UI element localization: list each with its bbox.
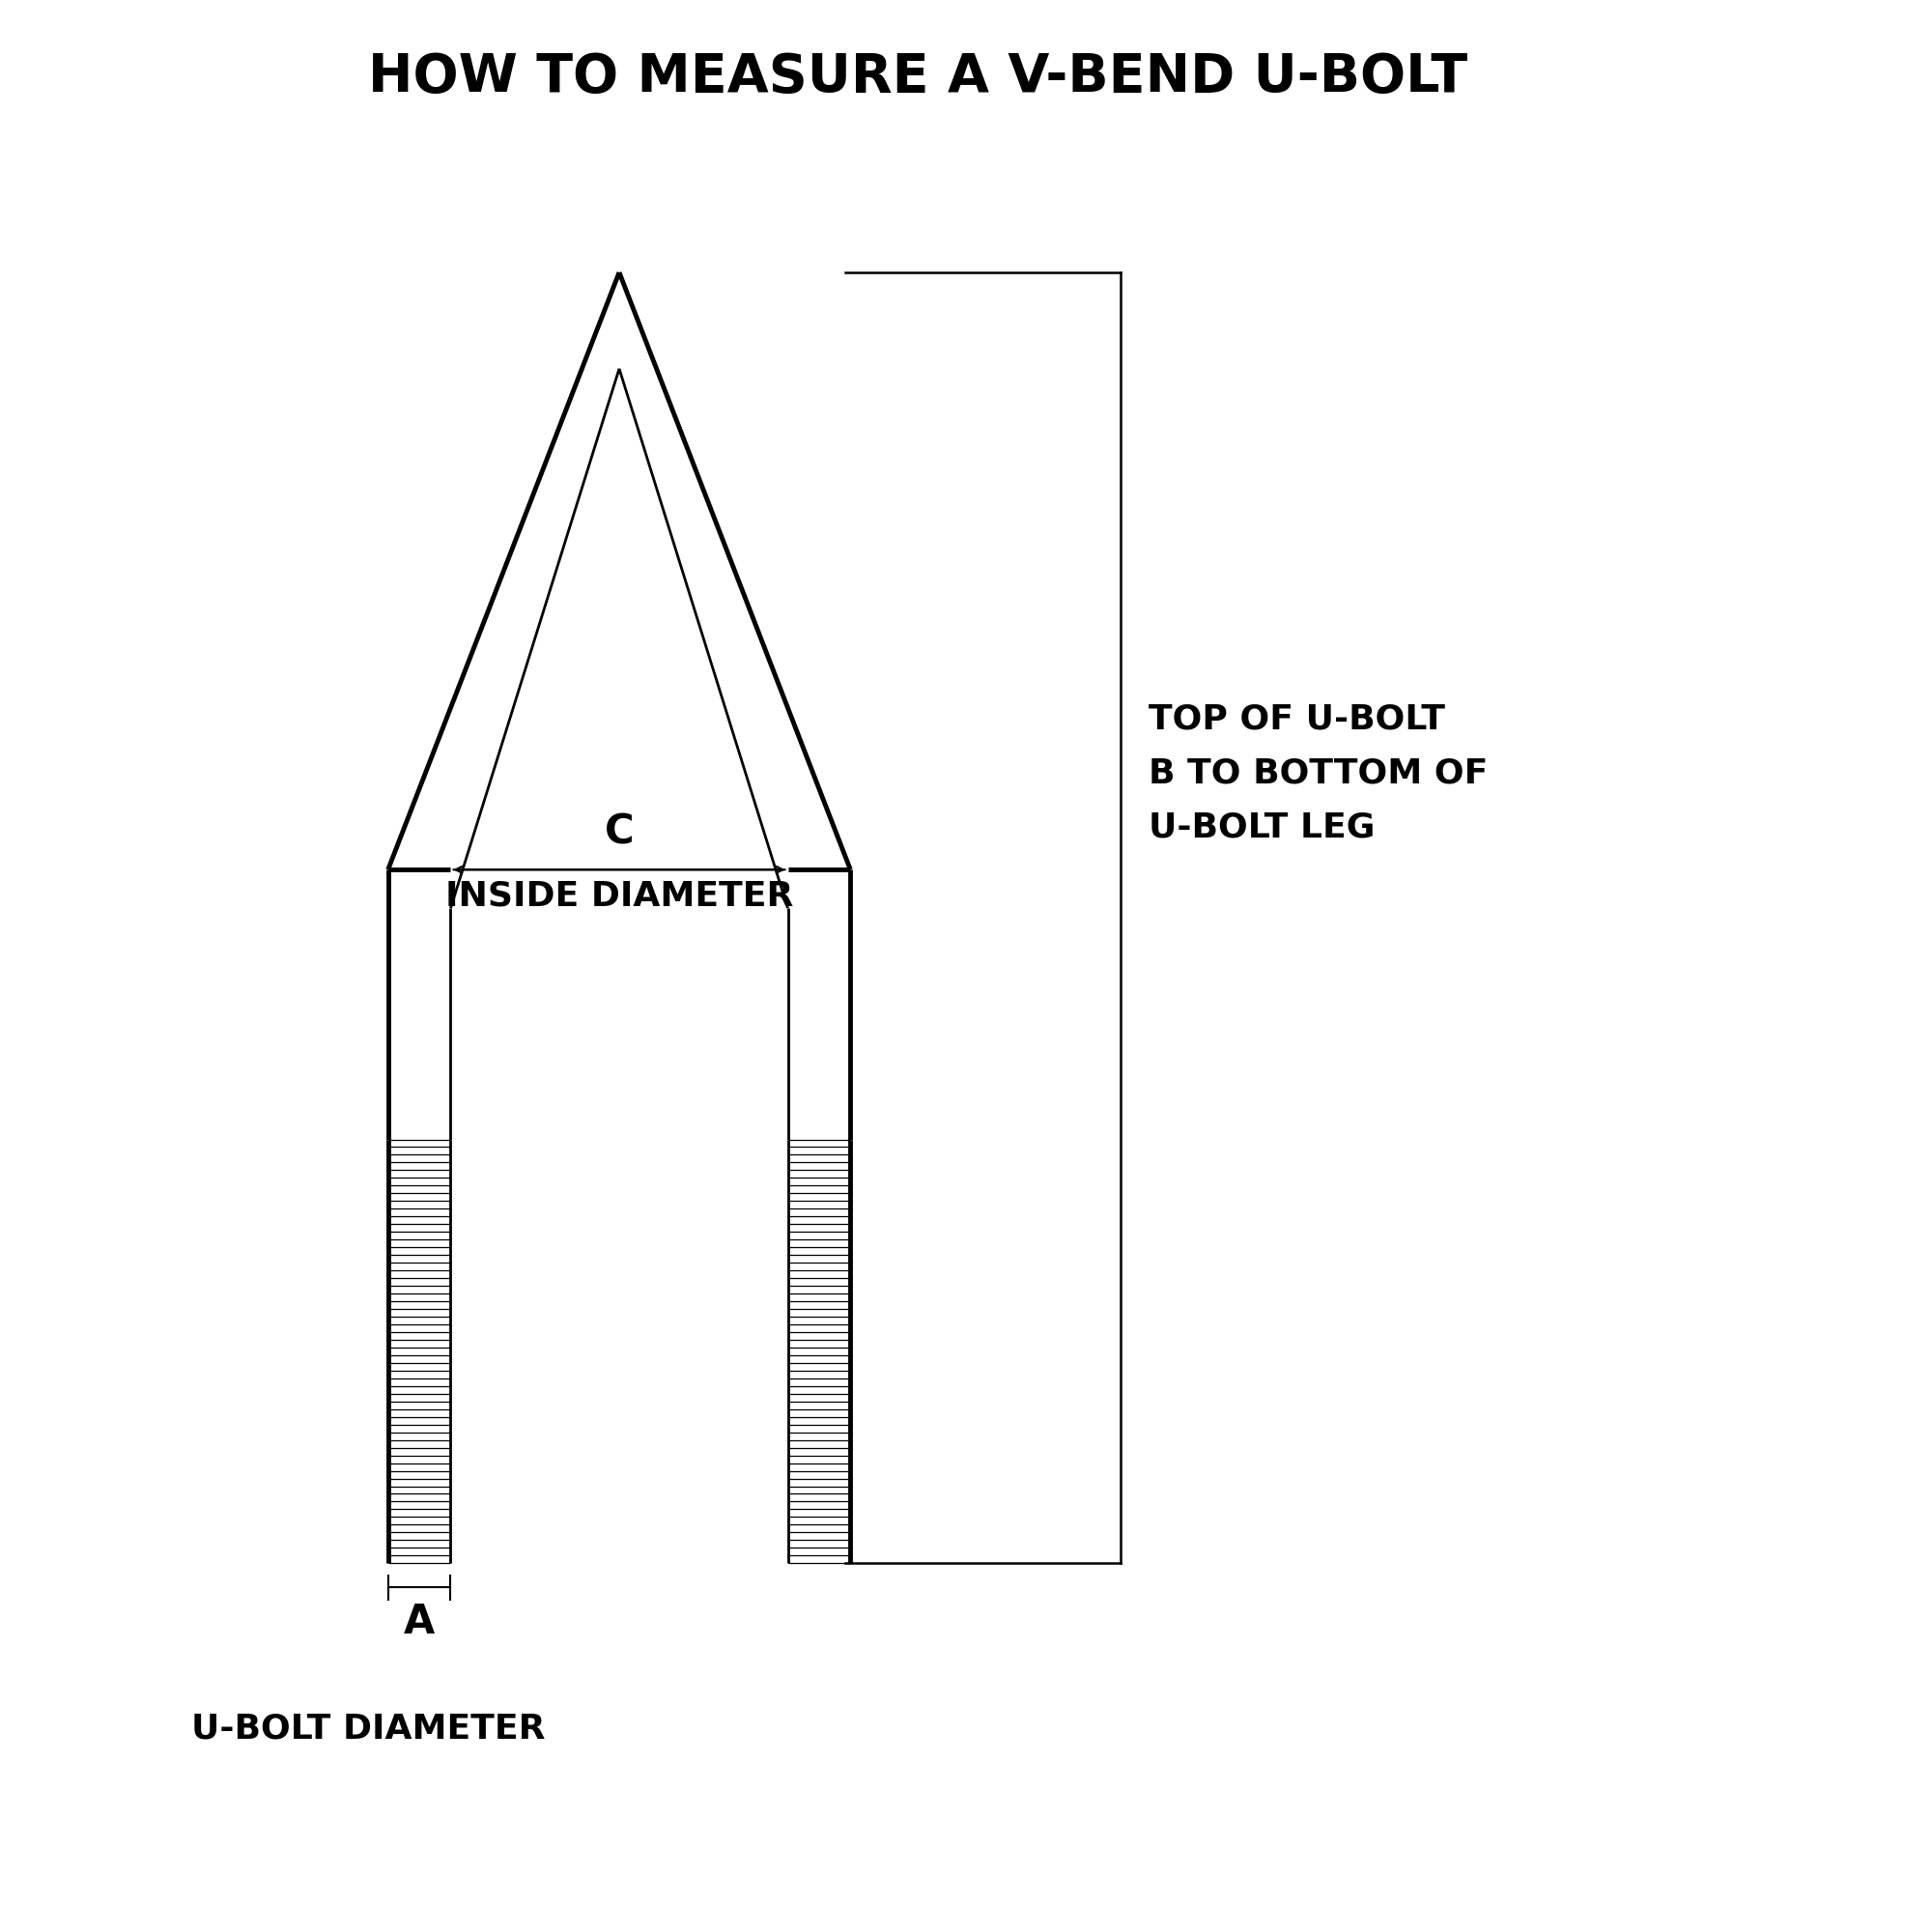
Text: INSIDE DIAMETER: INSIDE DIAMETER bbox=[444, 879, 794, 912]
Text: HOW TO MEASURE A V-BEND U-BOLT: HOW TO MEASURE A V-BEND U-BOLT bbox=[369, 50, 1468, 102]
Text: A: A bbox=[404, 1602, 435, 1642]
Text: U-BOLT DIAMETER: U-BOLT DIAMETER bbox=[191, 1712, 545, 1745]
Text: C: C bbox=[605, 811, 634, 852]
Text: TOP OF U-BOLT
B TO BOTTOM OF
U-BOLT LEG: TOP OF U-BOLT B TO BOTTOM OF U-BOLT LEG bbox=[1150, 703, 1488, 844]
